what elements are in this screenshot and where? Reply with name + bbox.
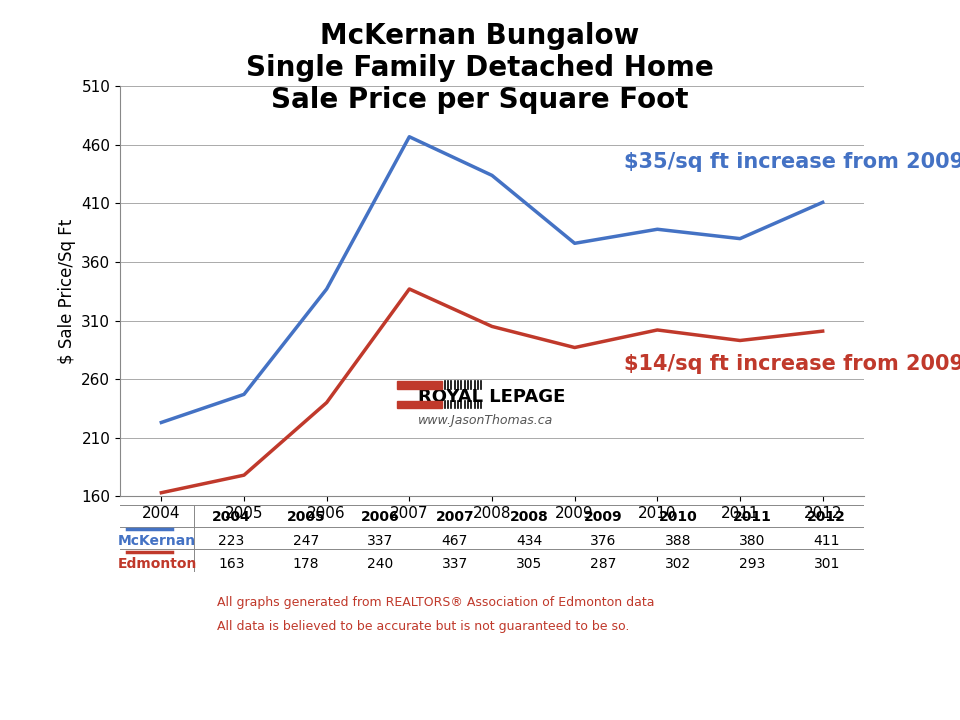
Text: 178: 178 [293, 557, 320, 571]
Text: 301: 301 [814, 557, 840, 571]
Text: 2006: 2006 [361, 510, 399, 524]
Text: 2004: 2004 [212, 510, 251, 524]
Text: 223: 223 [219, 534, 245, 548]
Text: ROYAL LEPAGE: ROYAL LEPAGE [418, 387, 565, 405]
Text: 305: 305 [516, 557, 542, 571]
Text: 2008: 2008 [510, 510, 548, 524]
Text: 2005: 2005 [287, 510, 325, 524]
Text: 467: 467 [442, 534, 468, 548]
Text: 287: 287 [590, 557, 616, 571]
Text: 2007: 2007 [436, 510, 474, 524]
Text: 247: 247 [293, 534, 319, 548]
Text: 2009: 2009 [585, 510, 623, 524]
Text: 434: 434 [516, 534, 542, 548]
Text: All data is believed to be accurate but is not guaranteed to be so.: All data is believed to be accurate but … [217, 620, 629, 633]
Text: McKernan: McKernan [118, 534, 196, 548]
Text: All graphs generated from REALTORS® Association of Edmonton data: All graphs generated from REALTORS® Asso… [217, 596, 654, 609]
Text: $14/sq ft increase from 2009: $14/sq ft increase from 2009 [624, 354, 960, 374]
FancyBboxPatch shape [396, 381, 443, 389]
Text: $35/sq ft increase from 2009: $35/sq ft increase from 2009 [624, 153, 960, 172]
Y-axis label: $ Sale Price/Sq Ft: $ Sale Price/Sq Ft [58, 219, 76, 364]
FancyBboxPatch shape [396, 401, 443, 408]
Text: 380: 380 [739, 534, 765, 548]
Text: 337: 337 [368, 534, 394, 548]
Text: Edmonton: Edmonton [117, 557, 197, 571]
Text: 337: 337 [442, 557, 468, 571]
Text: McKernan Bungalow
Single Family Detached Home
Sale Price per Square Foot: McKernan Bungalow Single Family Detached… [246, 22, 714, 114]
Text: 388: 388 [664, 534, 691, 548]
Text: 2011: 2011 [733, 510, 772, 524]
Text: 411: 411 [813, 534, 840, 548]
Text: 302: 302 [665, 557, 691, 571]
Text: 293: 293 [739, 557, 765, 571]
Text: 2010: 2010 [659, 510, 697, 524]
Text: 163: 163 [218, 557, 245, 571]
Text: 376: 376 [590, 534, 616, 548]
Text: 240: 240 [368, 557, 394, 571]
Text: 2012: 2012 [807, 510, 846, 524]
Text: www.JasonThomas.ca: www.JasonThomas.ca [418, 413, 553, 427]
